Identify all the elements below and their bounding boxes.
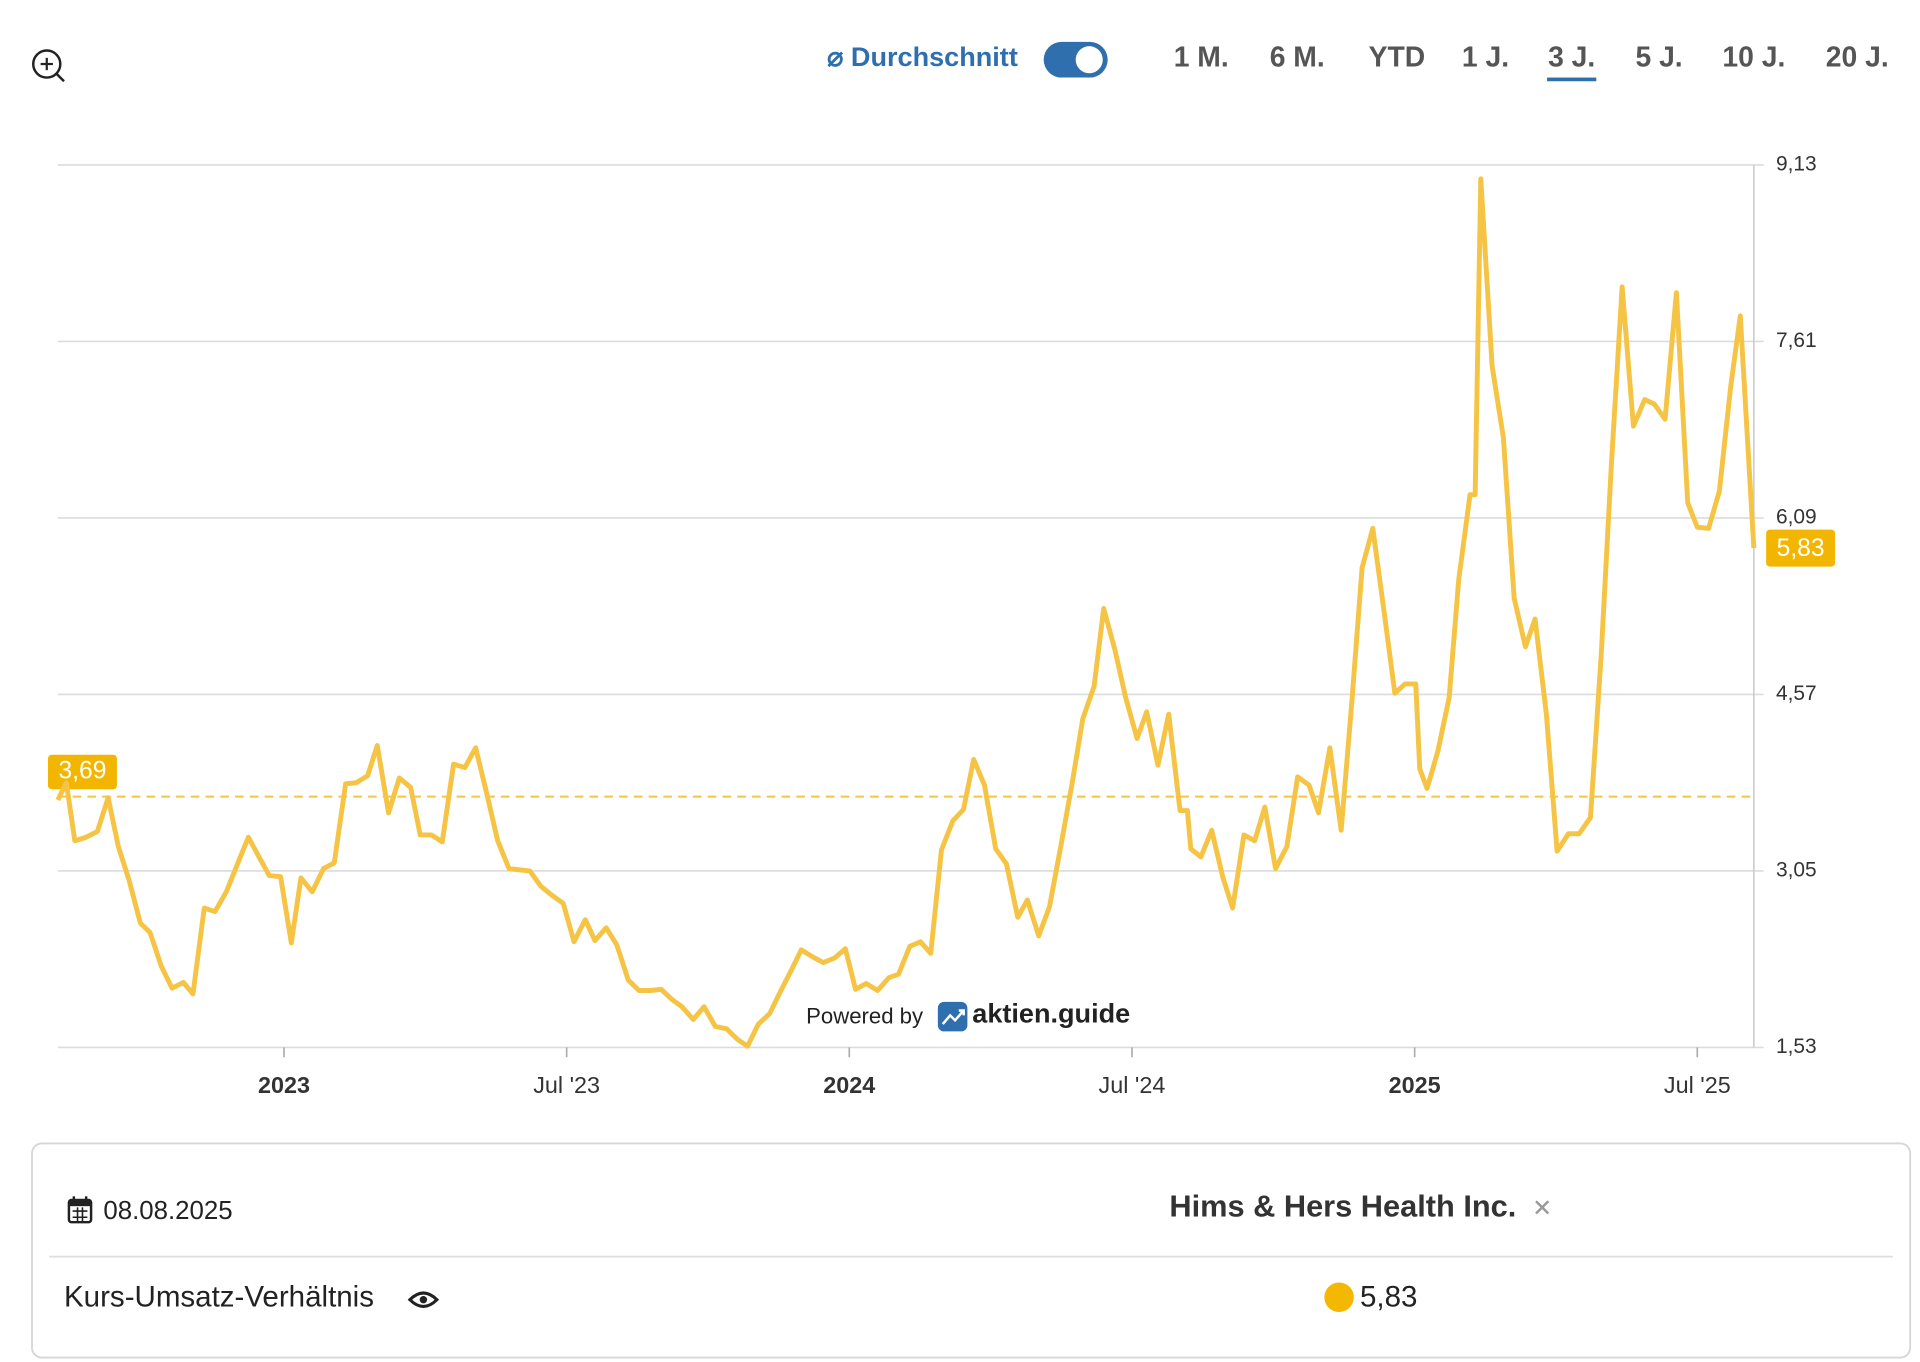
data-line bbox=[55, 176, 1757, 1049]
range-button[interactable]: 1 M. bbox=[1174, 41, 1229, 73]
y-tick-label: 3,05 bbox=[1776, 858, 1817, 881]
panel-value: 5,83 bbox=[1360, 1280, 1417, 1313]
panel-date: 08.08.2025 bbox=[103, 1197, 232, 1225]
chart: 1,53 3,05 4,57 6,09 7,61 9,13 2023 Jul '23 2024 J… bbox=[48, 152, 1836, 1098]
y-tick-label: 9,13 bbox=[1776, 152, 1817, 175]
last-value-label: 5,83 bbox=[1777, 535, 1825, 562]
watermark-brand: aktien.guide bbox=[972, 998, 1130, 1029]
range-button[interactable]: 1 J. bbox=[1462, 41, 1509, 73]
average-toggle[interactable] bbox=[1043, 41, 1108, 78]
range-button[interactable]: 3 J. bbox=[1548, 41, 1595, 73]
average-toggle-label[interactable]: ⌀ Durchschnitt bbox=[827, 41, 1018, 72]
last-value-badge bbox=[1766, 529, 1836, 567]
calendar-icon bbox=[67, 1196, 93, 1224]
watermark-logo-arrow bbox=[941, 1009, 965, 1025]
x-tick-label: 2025 bbox=[1389, 1072, 1441, 1098]
x-tick-label: 2023 bbox=[258, 1072, 310, 1098]
range-button[interactable]: 20 J. bbox=[1826, 41, 1889, 73]
remove-icon[interactable] bbox=[1535, 1200, 1550, 1215]
zoom-icon[interactable] bbox=[32, 49, 65, 83]
range-button[interactable]: YTD bbox=[1369, 41, 1426, 73]
average-label: 3,69 bbox=[59, 757, 107, 784]
range-underline bbox=[1547, 77, 1597, 82]
info-panel bbox=[31, 1142, 1912, 1359]
range-button[interactable]: 5 J. bbox=[1635, 41, 1682, 73]
x-tick-label: Jul '23 bbox=[533, 1072, 600, 1098]
y-tick-label: 4,57 bbox=[1776, 682, 1817, 705]
panel-metric: Kurs-Umsatz-Verhältnis bbox=[64, 1280, 374, 1313]
y-tick-label: 6,09 bbox=[1776, 505, 1817, 528]
panel-company: Hims & Hers Health Inc. bbox=[1169, 1189, 1516, 1224]
eye-icon[interactable] bbox=[407, 1291, 440, 1309]
range-button[interactable]: 10 J. bbox=[1722, 41, 1785, 73]
x-tick-label: Jul '24 bbox=[1099, 1072, 1166, 1098]
y-tick-label: 1,53 bbox=[1776, 1035, 1817, 1058]
range-button[interactable]: 6 M. bbox=[1270, 41, 1325, 73]
x-tick-label: 2024 bbox=[823, 1072, 875, 1098]
x-tick-label: Jul '25 bbox=[1664, 1072, 1731, 1098]
panel-legend-dot bbox=[1324, 1282, 1354, 1313]
watermark-prefix: Powered by bbox=[806, 1004, 924, 1029]
y-tick-label: 7,61 bbox=[1776, 329, 1817, 352]
